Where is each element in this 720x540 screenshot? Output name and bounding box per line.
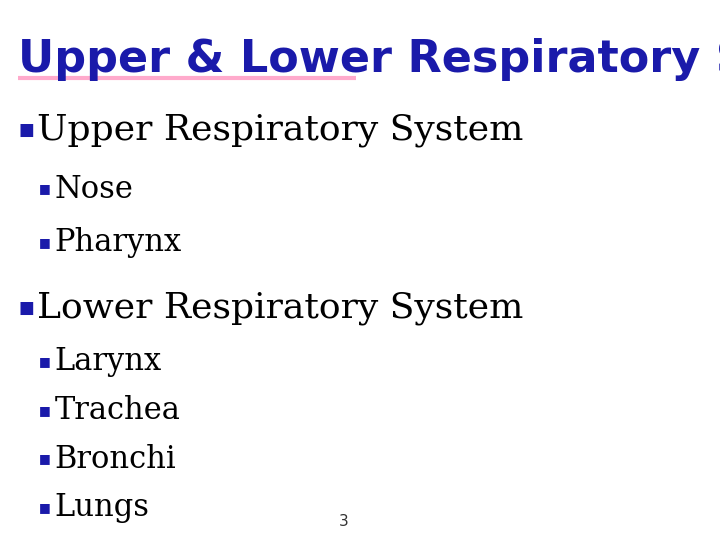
Text: 3: 3 [339,514,348,529]
Text: Pharynx: Pharynx [54,227,181,259]
Text: Larynx: Larynx [54,346,161,377]
Text: ■: ■ [39,453,50,465]
Text: ■: ■ [39,404,50,417]
Text: Trachea: Trachea [54,395,180,426]
Text: Lungs: Lungs [54,492,149,523]
Text: Bronchi: Bronchi [54,443,176,475]
Text: ■: ■ [39,501,50,514]
Text: Upper Respiratory System: Upper Respiratory System [37,113,523,146]
Text: ■: ■ [39,355,50,368]
Text: Lower Respiratory System: Lower Respiratory System [37,291,523,325]
Text: ■: ■ [18,299,34,317]
Text: Upper & Lower Respiratory System: Upper & Lower Respiratory System [18,38,720,81]
Text: ■: ■ [39,237,50,249]
Text: Nose: Nose [54,173,133,205]
Text: ■: ■ [18,120,34,139]
Text: ■: ■ [39,183,50,195]
